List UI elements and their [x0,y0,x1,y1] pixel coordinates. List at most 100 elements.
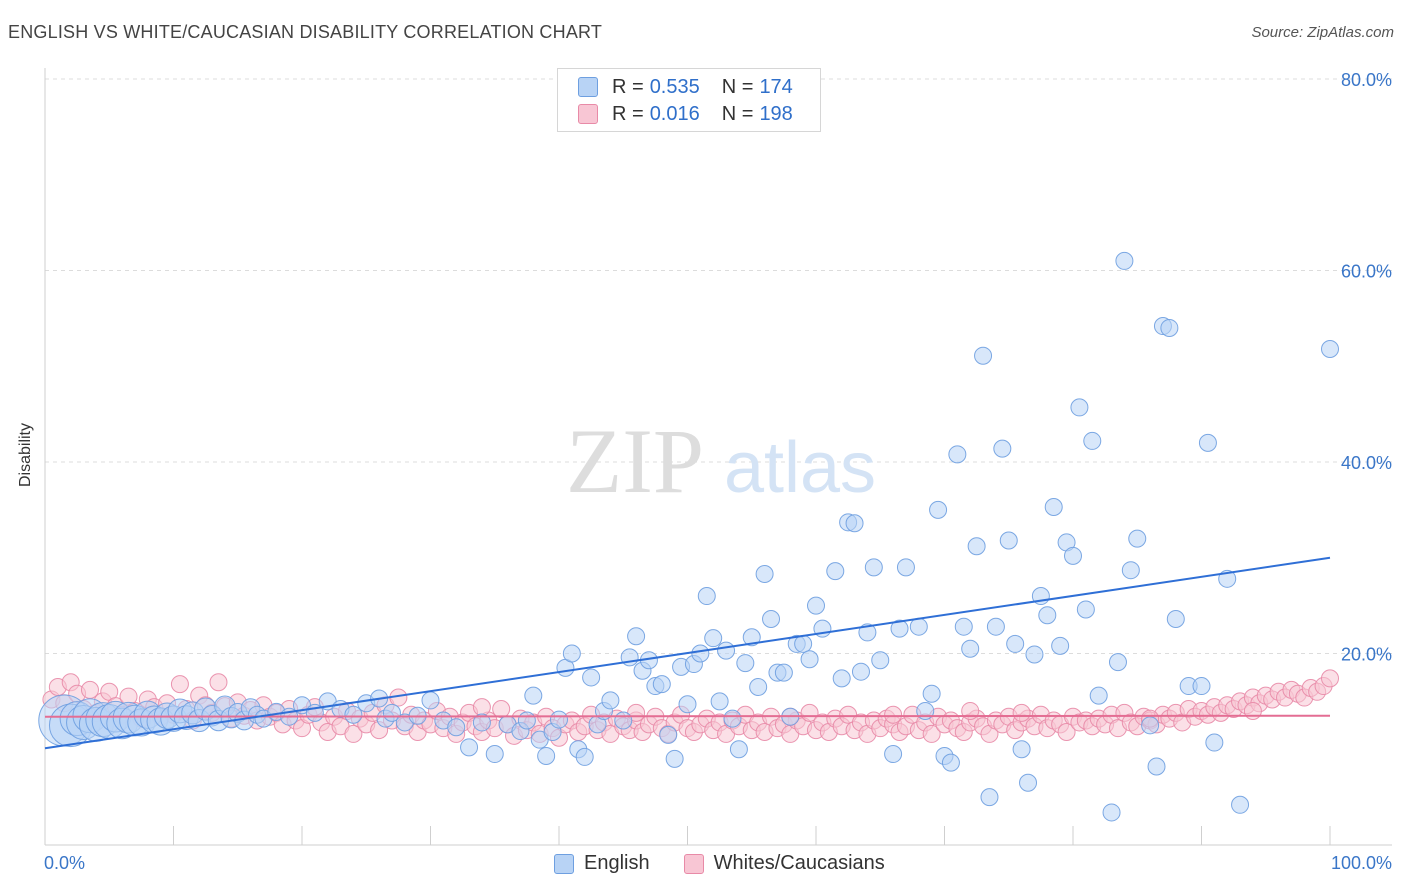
y-tick-label: 20.0% [1341,645,1392,665]
english-point [472,713,491,732]
whites-point [492,700,511,719]
english-point [1089,686,1108,705]
english-point [986,617,1005,636]
english-point [717,641,736,660]
english-point [1321,340,1339,359]
legend-item-whites: Whites/Caucasians [683,852,885,875]
trend-lines [44,556,1331,750]
legend-r-value: 0.016 [649,102,700,125]
english-point [582,668,601,687]
english-point [1070,398,1089,417]
english-point [447,718,466,737]
english-point [961,639,980,658]
english-point [1128,529,1147,548]
english-point [652,675,671,694]
legend-n-label: N = [721,102,754,125]
english-point [941,753,960,772]
watermark-atlas: atlas [724,428,876,508]
english-point [729,740,748,759]
whites-point [1321,669,1339,688]
english-point [575,747,594,766]
whites-point [922,724,941,743]
trend-line-english [44,556,1331,750]
english-point [1012,740,1031,759]
english-point [807,596,825,615]
y-tick-label: 80.0% [1341,70,1392,90]
whites-point [472,698,491,717]
legend-row-english: R = 0.535 N = 174 [578,75,793,99]
english-point [691,644,710,663]
gridlines [45,78,1392,654]
whites-point [209,673,228,692]
whites-point [884,705,903,724]
legend-swatch-english [578,77,598,97]
english-point [537,746,556,765]
english-point [723,709,742,728]
english-point [774,663,793,682]
whites-point [1012,703,1031,722]
english-point [762,610,781,629]
watermark: ZIP atlas [566,410,876,512]
legend-swatch-english [554,853,574,874]
english-point [1064,546,1082,565]
english-point [954,617,973,636]
legend-label-english: English [584,852,650,874]
english-point [832,669,851,688]
legend-n-value: 174 [759,75,793,98]
trend-line-whites [44,714,1331,718]
legend-series: English Whites/Caucasians [554,852,919,875]
english-point [755,565,774,584]
english-point [974,346,993,365]
english-point [344,705,363,724]
legend-r-value: 0.535 [649,75,700,98]
y-tick-label: 40.0% [1341,453,1392,473]
english-point [826,562,845,581]
english-point [922,684,941,703]
english-point [524,686,543,705]
english-point [1025,645,1044,664]
y-tick-label: 60.0% [1341,262,1392,282]
english-point [1141,716,1160,735]
legend-r-label: R = [612,102,644,125]
legend-stats: R = 0.535 N = 174 R = 0.016 N = 198 [557,68,821,132]
english-point [710,692,729,711]
legend-item-english: English [554,852,650,875]
english-point [858,623,877,642]
english-point [704,629,723,648]
y-axis-label: Disability [17,422,35,488]
english-point [742,628,761,647]
english-point [929,500,948,519]
english-point [421,691,440,710]
x-tick-label: 0.0% [44,853,85,873]
english-point [665,749,684,768]
source-label: Source: ZipAtlas.com [1251,24,1394,41]
english-point [1019,773,1038,792]
english-point [1076,600,1095,619]
english-point [871,651,890,670]
english-point [1231,795,1250,814]
english-point [678,695,697,714]
english-point [460,738,479,757]
legend-r-label: R = [612,75,644,98]
english-point [697,587,716,606]
english-point [1198,433,1217,452]
english-point [999,531,1018,550]
english-point [1166,610,1185,629]
english-point [659,725,678,744]
english-point [1083,431,1102,450]
series-english-points [38,251,1339,822]
english-point [909,617,928,636]
english-point [980,788,999,807]
english-point [1115,251,1134,270]
whites-point [1057,723,1076,742]
legend-swatch-whites [683,853,704,874]
english-point [1192,677,1211,696]
english-point [1006,634,1025,653]
x-tick-label: 100.0% [1331,853,1392,873]
english-point [1121,561,1140,580]
english-point [601,691,620,710]
chart-title: ENGLISH VS WHITE/CAUCASIAN DISABILITY CO… [8,22,603,42]
english-point [517,711,536,730]
english-point [794,634,813,653]
